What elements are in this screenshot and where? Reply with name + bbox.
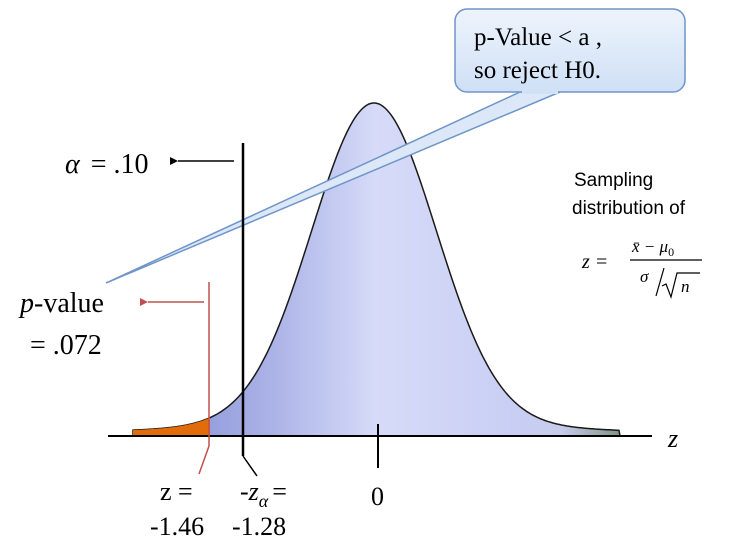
sampling-line-1: Sampling [574,170,653,191]
callout-line-2: so reject H0. [474,57,601,84]
z-alpha-equals: = [272,477,287,506]
z-stat-label: z = [160,477,193,506]
p-value-label: p-value [18,288,104,319]
z-stat-value: -1.46 [150,512,204,541]
p-value-number: = .072 [30,330,102,361]
z-alpha-label: -zα = [240,477,287,511]
z-alpha-sub: α [259,491,269,511]
z-alpha-value: -1.28 [232,512,286,541]
p-value-tail-area [133,417,210,436]
sampling-line-2: distribution of [572,198,686,219]
formula-sqrt-sign [661,272,700,299]
sampling-distribution-curve [132,102,621,437]
alpha-symbol: α [65,149,81,180]
zero-tick-label: 0 [371,482,384,511]
formula-denominator-n: n [681,277,690,296]
z-formula: z = x̄ − μ0 σ n [581,237,702,299]
z-alpha-prefix: -z [240,477,259,506]
test-statistic-leader [198,445,210,475]
alpha-value: = .10 [91,149,149,180]
critical-value-leader [242,455,258,477]
formula-numerator-sub: 0 [668,245,674,259]
formula-denominator-sigma: σ [640,267,649,286]
z-axis-label: z [667,424,678,453]
callout-bubble [454,8,686,93]
callout-line-1: p-Value < a , [474,24,602,51]
formula-numerator-main: x̄ − μ [631,237,668,256]
formula-slash [655,267,665,297]
alpha-label: α = .10 [65,149,149,180]
p-value-word: -value [34,288,104,319]
p-value-italic: p [18,288,34,319]
formula-numerator: x̄ − μ0 [631,237,674,259]
formula-lhs: z = [581,251,608,273]
